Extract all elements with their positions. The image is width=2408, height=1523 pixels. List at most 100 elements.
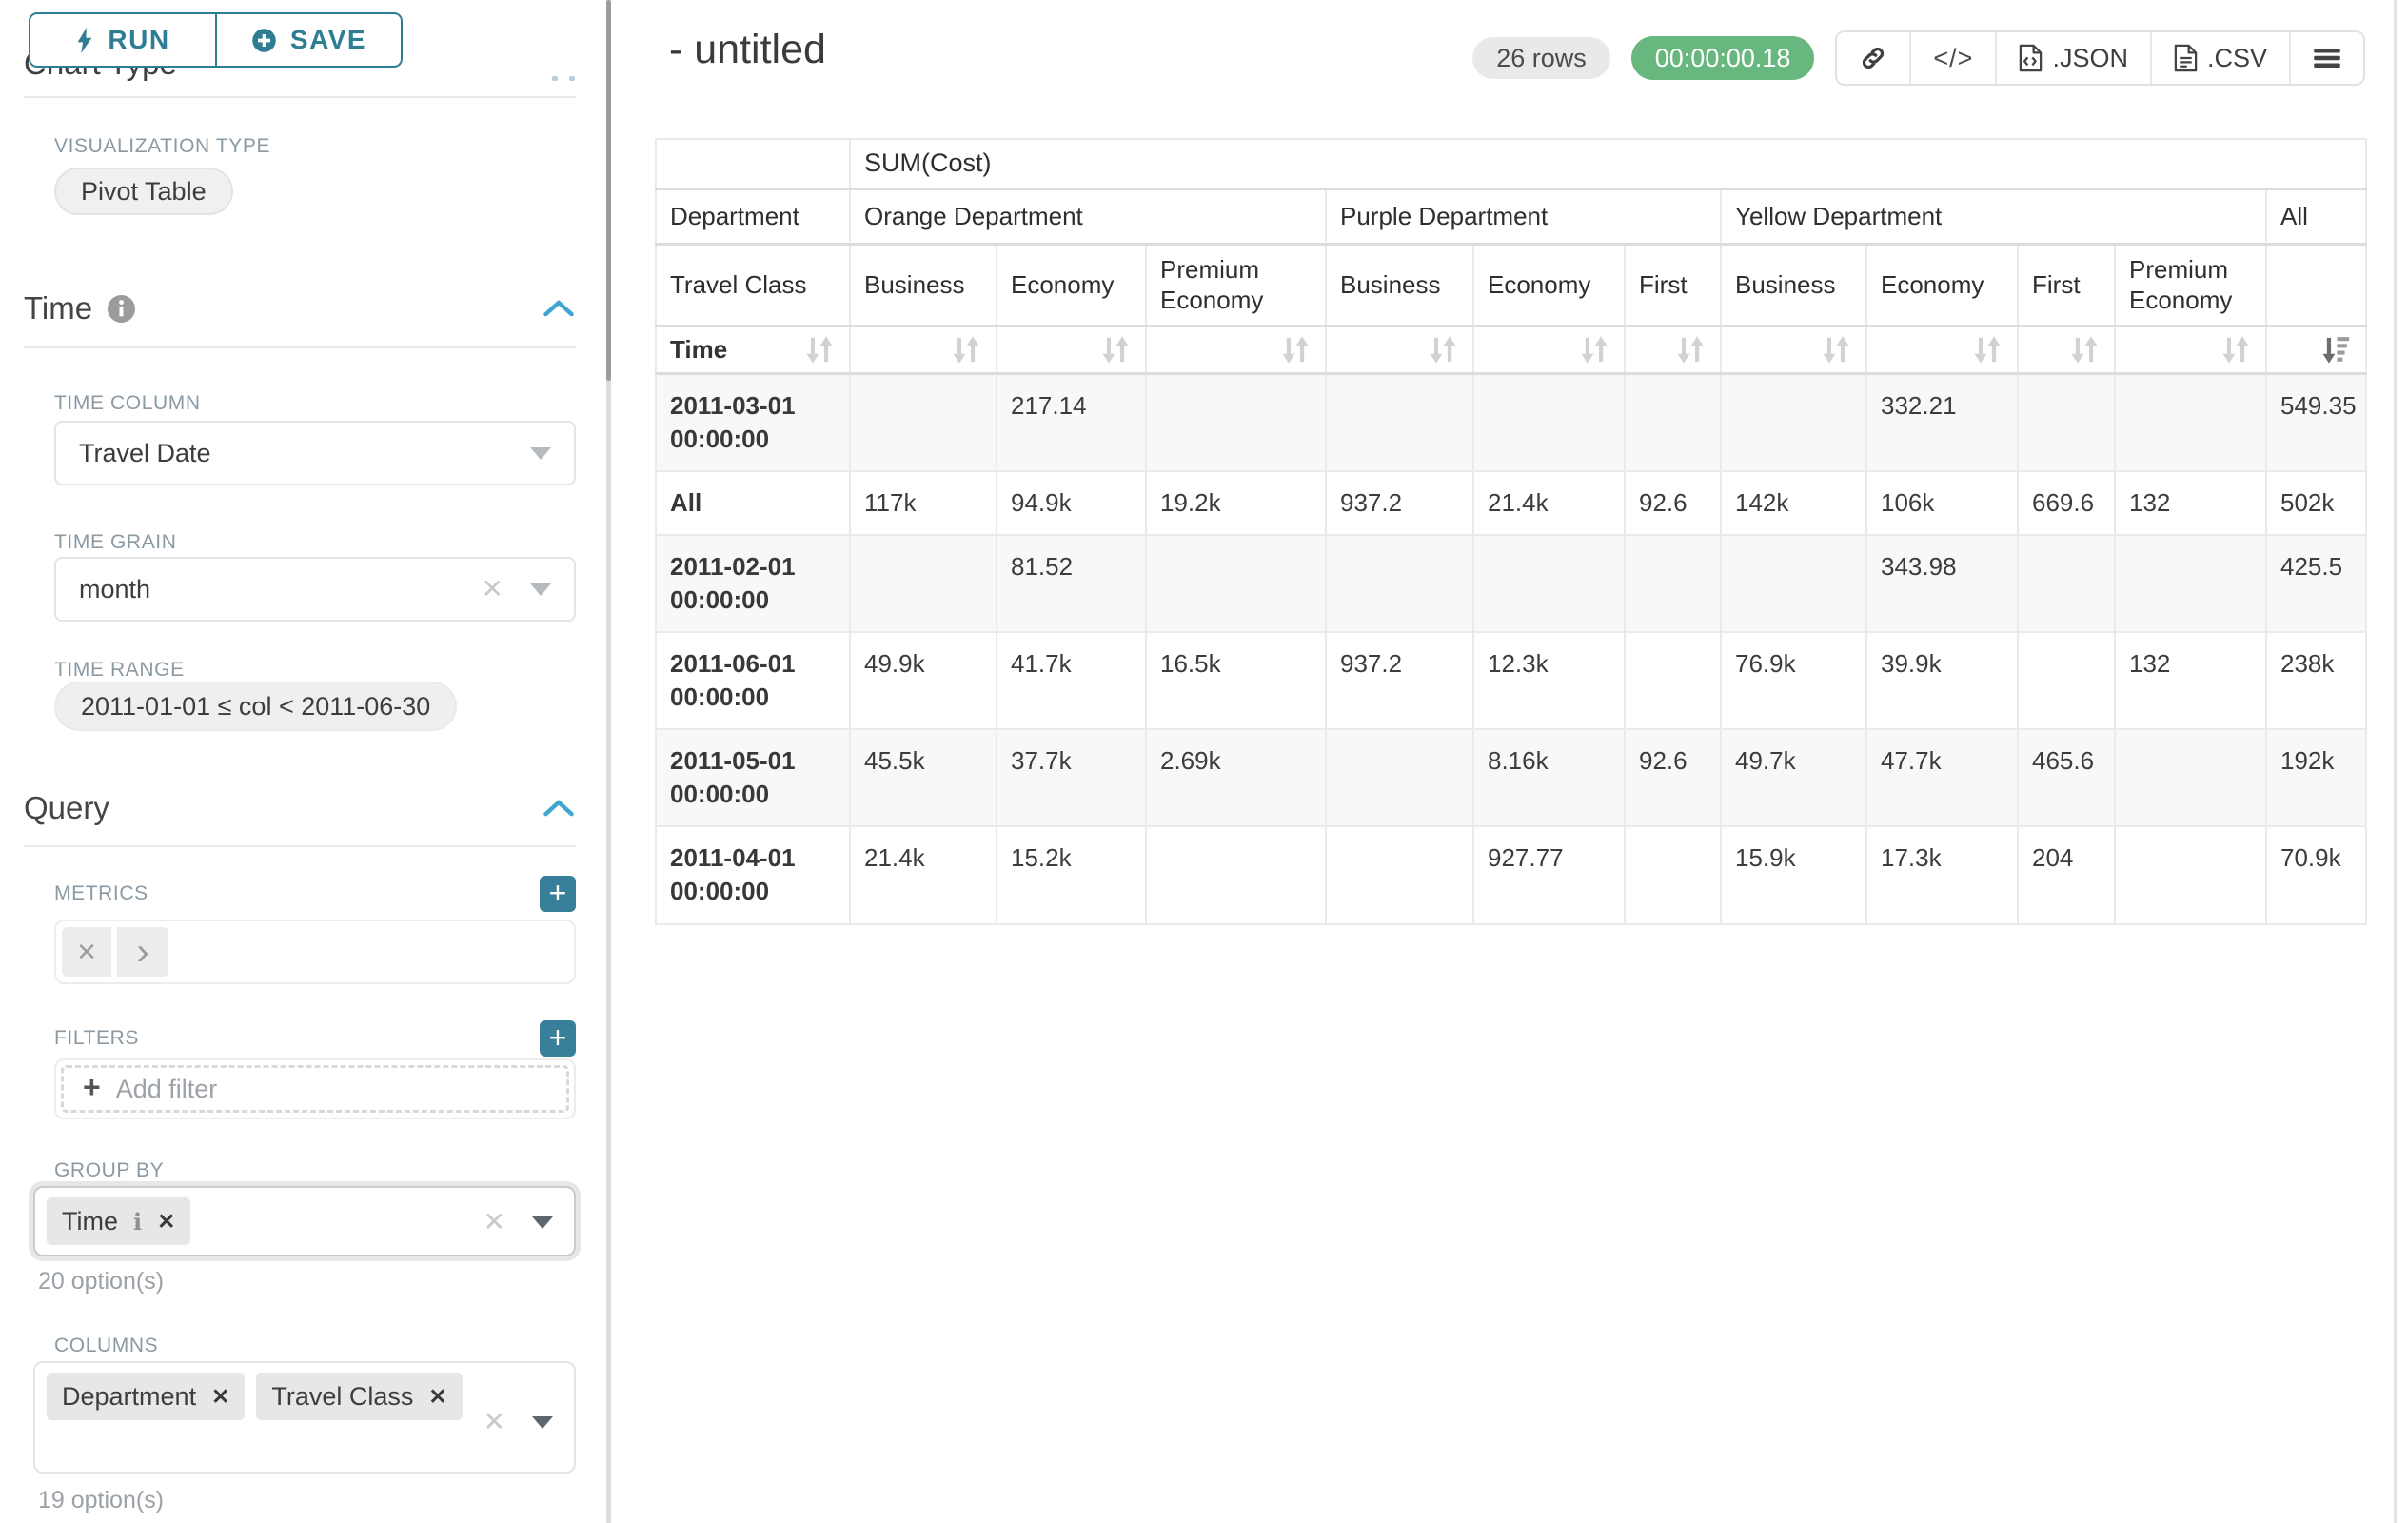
chevron-up-icon[interactable]	[543, 800, 574, 817]
divider	[24, 346, 576, 348]
pivot-cell	[1146, 535, 1326, 632]
chevron-up-icon[interactable]	[543, 300, 574, 317]
row-dimension-header: Travel Class	[656, 244, 850, 326]
sort-header-cell[interactable]	[1473, 326, 1625, 373]
sort-icon	[1578, 335, 1610, 365]
pivot-cell: 15.9k	[1721, 826, 1866, 923]
row-label: 2011-06-01 00:00:00	[656, 632, 850, 729]
sort-header-row: Time	[656, 326, 2366, 373]
pivot-cell	[1625, 632, 1721, 729]
columns-select[interactable]: Department ✕ Travel Class ✕ ✕	[33, 1361, 576, 1474]
info-icon[interactable]	[108, 295, 135, 323]
chevron-down-icon[interactable]	[532, 1216, 553, 1229]
panel-scrollbar-thumb[interactable]	[606, 0, 611, 381]
add-metric-button[interactable]: +	[540, 876, 576, 912]
add-filter-button[interactable]: + Add filter	[61, 1065, 569, 1113]
row-dimension-header: Department	[656, 188, 850, 244]
column-group-header: Orange Department	[850, 188, 1326, 244]
clear-icon[interactable]: ✕	[484, 1409, 505, 1435]
plus-circle-icon	[251, 28, 277, 53]
time-grain-select[interactable]: month ✕	[54, 557, 576, 622]
chart-title[interactable]: - untitled	[669, 27, 826, 73]
remove-chip-icon[interactable]: ✕	[157, 1209, 175, 1235]
pivot-cell: 238k	[2266, 632, 2366, 729]
pivot-cell: 21.4k	[850, 826, 997, 923]
group-by-chip: Time i ✕	[47, 1197, 190, 1245]
sort-header-cell[interactable]	[1146, 326, 1326, 373]
column-group-header: Purple Department	[1326, 188, 1721, 244]
chevron-down-icon[interactable]	[532, 1416, 553, 1429]
pivot-cell	[1146, 373, 1326, 471]
pivot-cell	[1326, 826, 1473, 923]
pivot-cell: 106k	[1866, 471, 2018, 535]
chevron-down-icon[interactable]	[530, 447, 551, 460]
export-json-button[interactable]: .JSON	[1995, 32, 2150, 84]
sort-header-cell[interactable]	[1625, 326, 1721, 373]
menu-button[interactable]	[2289, 32, 2363, 84]
pivot-cell: 204	[2018, 826, 2115, 923]
chevron-down-icon[interactable]	[530, 583, 551, 596]
pivot-cell	[1721, 373, 1866, 471]
main-scrollbar-track[interactable]	[2394, 0, 2397, 1523]
remove-chip-icon[interactable]: ✕	[211, 1384, 229, 1410]
sort-row-label: Time	[670, 335, 727, 365]
subcolumn-header: Business	[1326, 244, 1473, 326]
query-section-title: Query	[24, 790, 109, 826]
row-label: 2011-04-01 00:00:00	[656, 826, 850, 923]
sort-header-cell[interactable]	[1721, 326, 1866, 373]
pivot-cell: 45.5k	[850, 729, 997, 826]
time-section-title: Time	[24, 290, 92, 326]
sort-descending-icon	[2319, 335, 2352, 365]
pivot-cell: 669.6	[2018, 471, 2115, 535]
share-link-button[interactable]	[1837, 32, 1909, 84]
query-section-header: Query	[24, 790, 585, 826]
clear-icon[interactable]: ✕	[484, 1209, 505, 1236]
row-label: 2011-03-01 00:00:00	[656, 373, 850, 471]
table-row: 2011-05-01 00:00:0045.5k37.7k2.69k8.16k9…	[656, 729, 2366, 826]
pivot-cell	[850, 373, 997, 471]
control-panel: Chart Type RUN SAVE VISUALIZATION TYPE P…	[0, 0, 614, 1523]
metric-pill[interactable]: ✕ ƒ(x) SUM(Cost) ›	[62, 927, 568, 977]
sort-icon	[2068, 335, 2101, 365]
sort-icon	[950, 335, 982, 365]
remove-metric-icon[interactable]: ✕	[62, 927, 111, 977]
sort-header-cell[interactable]	[2115, 326, 2266, 373]
group-by-options-hint: 20 option(s)	[38, 1268, 164, 1296]
pivot-cell: 132	[2115, 471, 2266, 535]
time-column-select[interactable]: Travel Date	[54, 421, 576, 485]
group-by-select[interactable]: Time i ✕ ✕	[33, 1186, 576, 1256]
sort-header-cell[interactable]	[850, 326, 997, 373]
sort-header-cell[interactable]: Time	[656, 326, 850, 373]
sort-header-cell[interactable]	[2018, 326, 2115, 373]
info-icon[interactable]: i	[133, 1208, 142, 1236]
pivot-cell: 927.77	[1473, 826, 1625, 923]
run-button-label: RUN	[108, 25, 169, 55]
export-csv-button[interactable]: .CSV	[2150, 32, 2289, 84]
time-range-pill[interactable]: 2011-01-01 ≤ col < 2011-06-30	[54, 682, 457, 731]
clear-icon[interactable]: ✕	[482, 576, 503, 603]
pivot-cell	[1473, 535, 1625, 632]
save-button[interactable]: SAVE	[216, 12, 403, 68]
pivot-cell: 47.7k	[1866, 729, 2018, 826]
visualization-type-pill[interactable]: Pivot Table	[54, 168, 233, 215]
pivot-table-container: SUM(Cost) Department Orange Department P…	[655, 138, 2367, 925]
sort-icon	[1427, 335, 1459, 365]
travel-class-header-row: Travel Class Business Economy Premium Ec…	[656, 244, 2366, 326]
run-save-button-group: RUN SAVE	[29, 12, 403, 68]
sort-header-cell-active[interactable]	[2266, 326, 2366, 373]
add-filter-plus-button[interactable]: +	[540, 1020, 576, 1057]
remove-chip-icon[interactable]: ✕	[428, 1384, 446, 1410]
row-count-badge: 26 rows	[1472, 37, 1610, 79]
sort-header-cell[interactable]	[1326, 326, 1473, 373]
run-button[interactable]: RUN	[29, 12, 216, 68]
chevron-right-icon[interactable]: ›	[117, 927, 168, 977]
pivot-cell: 21.4k	[1473, 471, 1625, 535]
sort-header-cell[interactable]	[997, 326, 1146, 373]
chip-label: Department	[62, 1382, 196, 1412]
pivot-cell: 41.7k	[997, 632, 1146, 729]
corner-cell	[656, 139, 850, 188]
sort-header-cell[interactable]	[1866, 326, 2018, 373]
columns-label: COLUMNS	[54, 1335, 158, 1357]
embed-code-button[interactable]: </>	[1909, 32, 1995, 84]
lightning-icon	[75, 28, 94, 53]
